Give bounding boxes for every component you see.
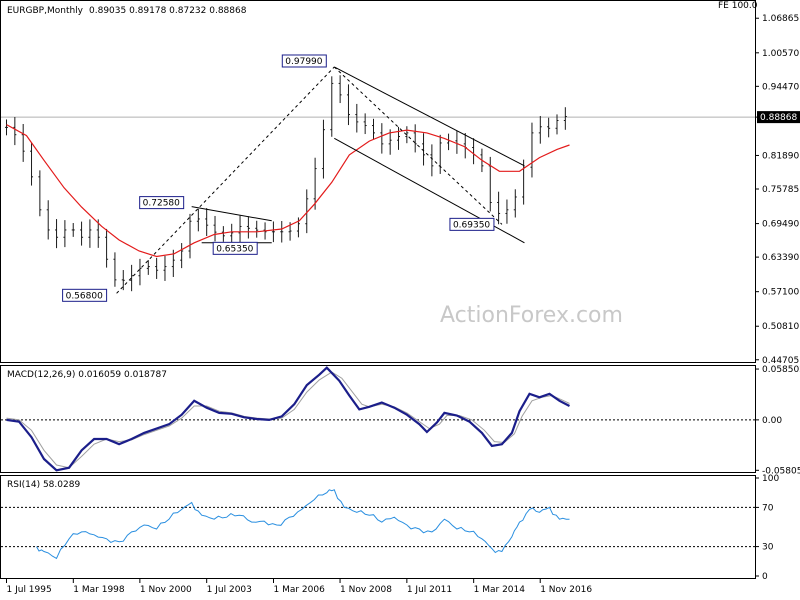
rsi-y-tick-label: 100 <box>762 474 779 484</box>
rsi-y-tick-label: 30 <box>762 543 774 553</box>
header-symbol: EURGBP,Monthly <box>7 6 84 16</box>
header-ohlc: 0.89035 0.89178 0.87232 0.88868 <box>89 6 247 16</box>
price-annotation-box <box>212 241 258 255</box>
price-annotation-label: 0.56800 <box>66 291 103 301</box>
macd-y-tick-label: 0.00 <box>762 416 782 426</box>
price-y-tick-label: 1.00570 <box>762 49 799 59</box>
price-y-tick-label: 0.75785 <box>762 185 799 195</box>
dashed-projection-line <box>116 66 335 294</box>
price-annotation-label: 0.72580 <box>143 199 180 209</box>
macd-main-line <box>6 366 571 472</box>
header-corner-label: FE 100.0 <box>718 1 758 11</box>
price-annotation-label: 0.65350 <box>216 244 253 254</box>
x-tick-label: 1 Mar 1998 <box>73 585 125 595</box>
dashed-projection-line <box>333 66 503 225</box>
price-y-tick-label: 0.44705 <box>762 356 799 366</box>
price-y-tick-label: 0.69490 <box>762 220 799 230</box>
price-annotation-box <box>281 54 327 68</box>
trend-line <box>191 206 272 222</box>
macd-panel: 0.058502 0.00 -0.058054 <box>1 365 800 476</box>
current-price-tag <box>757 111 800 124</box>
price-y-tick-label: 0.81890 <box>762 151 799 161</box>
x-axis: 1 Jul 1995 1 Mar 1998 1 Nov 2000 1 Jul 2003… <box>6 579 592 595</box>
price-y-tick-label: 0.57100 <box>762 288 799 298</box>
rsi-line <box>36 489 570 560</box>
rsi-y-tick-label: 0 <box>762 572 768 582</box>
moving-average-line <box>6 124 570 258</box>
rsi-panel-frame <box>0 475 756 579</box>
macd-title: MACD(12,26,9) 0.016059 0.018787 <box>7 370 167 380</box>
macd-y-tick-label: 0.058502 <box>762 365 800 375</box>
price-y-tick-label: 0.94470 <box>762 82 799 92</box>
x-tick-label: 1 Jul 1995 <box>7 585 52 595</box>
rsi-title: RSI(14) 58.0289 <box>7 480 80 490</box>
price-panel-frame <box>0 0 756 363</box>
trend-line <box>334 66 525 167</box>
price-panel: 1.06865 1.00570 0.94470 0.88868 0.81890 0.757… <box>1 14 800 366</box>
rsi-panel: 100 70 30 0 <box>1 474 779 582</box>
x-tick-label: 1 Nov 2000 <box>140 585 192 595</box>
price-annotation-box <box>139 196 185 210</box>
price-y-tick-label: 0.63390 <box>762 253 799 263</box>
macd-panel-frame <box>0 365 756 473</box>
price-y-tick-label: 0.50810 <box>762 322 799 332</box>
price-annotation-label: 0.69350 <box>453 220 490 230</box>
rsi-y-tick-label: 70 <box>762 503 774 513</box>
x-tick-label: 1 Nov 2016 <box>540 585 592 595</box>
macd-y-tick-label: -0.058054 <box>762 466 800 476</box>
x-tick-label: 1 Mar 2006 <box>273 585 325 595</box>
x-tick-label: 1 Jul 2003 <box>207 585 252 595</box>
price-annotation-box <box>449 217 495 231</box>
price-annotation-box <box>62 288 108 302</box>
current-price-label: 0.88868 <box>760 113 797 123</box>
price-annotation-label: 0.97990 <box>285 57 322 67</box>
x-tick-label: 1 Nov 2008 <box>340 585 392 595</box>
x-tick-label: 1 Mar 2014 <box>474 585 526 595</box>
price-y-tick-label: 1.06865 <box>762 14 799 24</box>
watermark: ActionForex.com <box>440 303 623 328</box>
x-tick-label: 1 Jul 2011 <box>407 585 452 595</box>
